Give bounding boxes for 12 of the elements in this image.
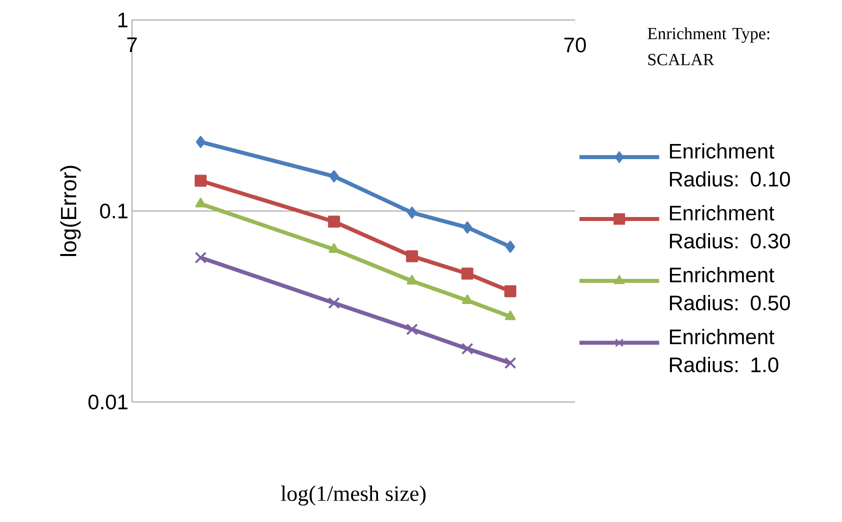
y-tick-label: 0.1 xyxy=(100,204,128,218)
legend-label: Enrichment Radius: 0.50 xyxy=(670,266,790,310)
y-axis-title: log(Error) xyxy=(60,166,81,256)
x-tick-label: 70 xyxy=(564,38,586,52)
legend-label: Enrichment Radius: 0.10 xyxy=(670,143,790,187)
y-tick-label: 1 xyxy=(118,12,128,28)
x-tick-label: 7 xyxy=(127,38,137,52)
y-tick-label: 0.01 xyxy=(88,394,128,410)
legend-title: Enrichment Type: SCALAR xyxy=(648,27,770,66)
legend-label: Enrichment Radius: 1.0 xyxy=(670,328,778,372)
legend-label: Enrichment Radius: 0.30 xyxy=(670,205,790,249)
x-axis-title: log(1/mesh size) xyxy=(280,486,426,506)
